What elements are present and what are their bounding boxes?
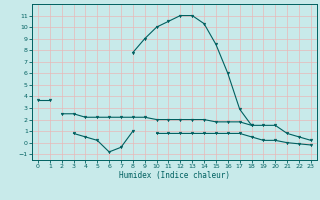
X-axis label: Humidex (Indice chaleur): Humidex (Indice chaleur) — [119, 171, 230, 180]
